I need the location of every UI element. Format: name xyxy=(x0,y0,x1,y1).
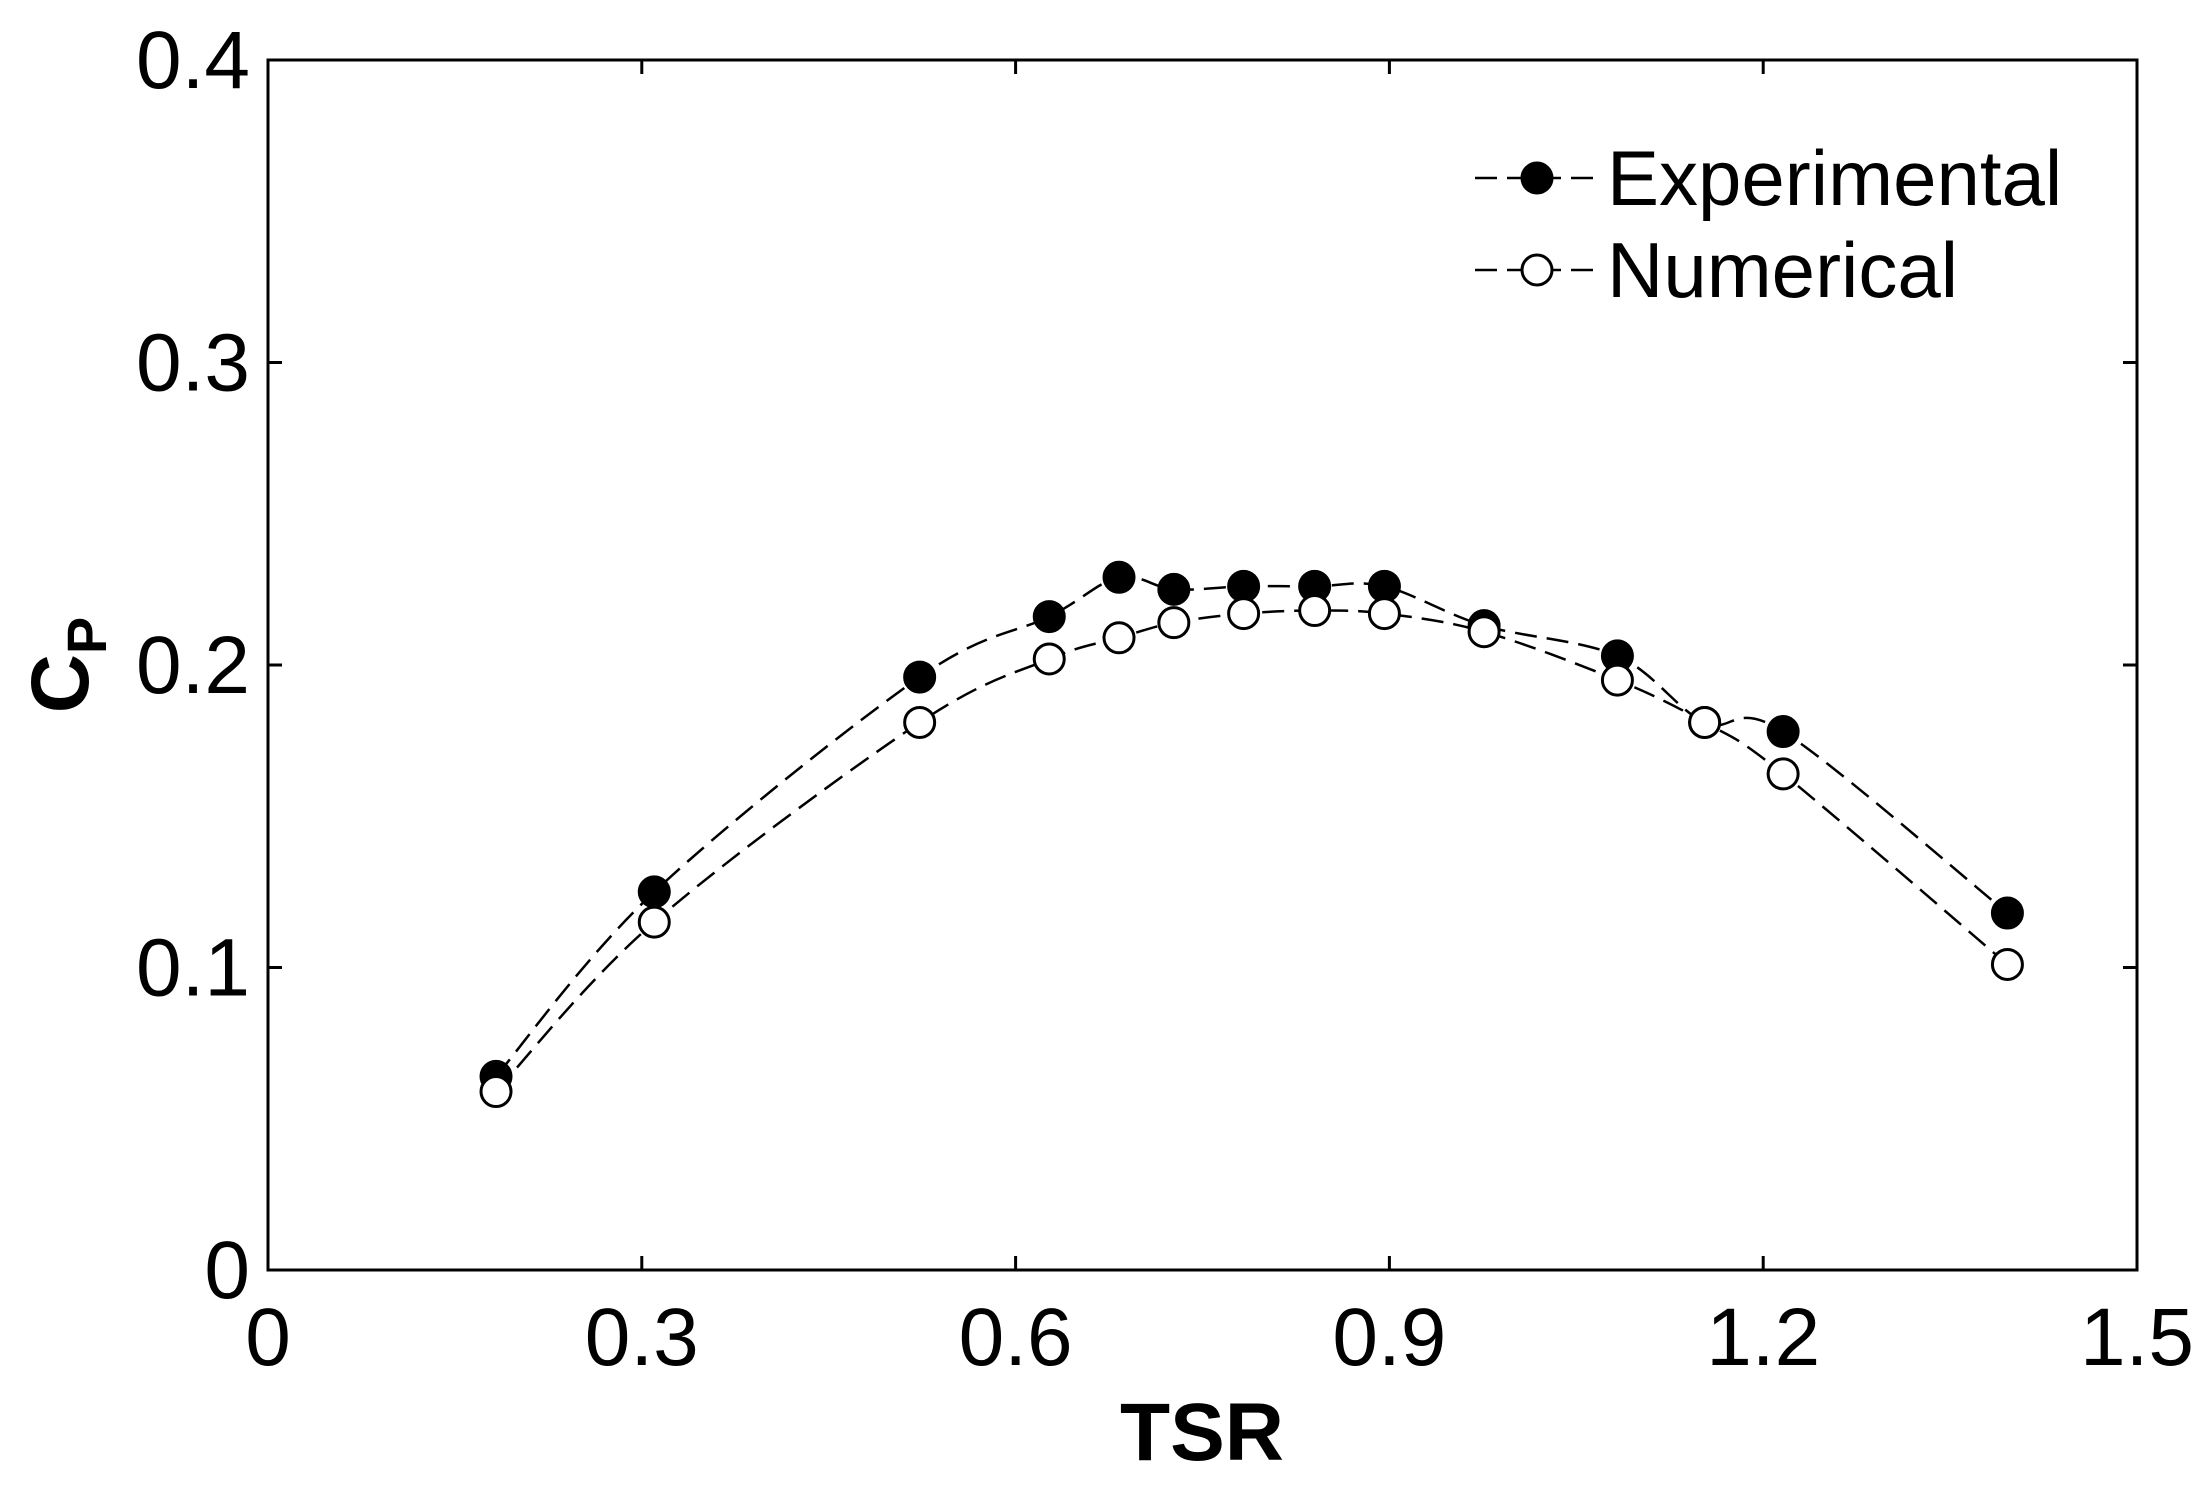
data-point-numerical xyxy=(637,905,671,939)
x-tick-label: 0.3 xyxy=(585,1292,699,1383)
ticks-layer: 0 0.3 0.6 0.9 1.2 1.5 0 0.1 0.2 0.3 0.4 xyxy=(136,15,2194,1383)
legend-marker-numerical xyxy=(1520,253,1554,287)
x-tick-label: 0.9 xyxy=(1332,1292,1446,1383)
series-line-numerical xyxy=(495,609,2009,1093)
data-point-numerical xyxy=(1102,621,1136,655)
data-point-experimental xyxy=(1227,569,1261,603)
data-point-numerical xyxy=(1688,705,1722,739)
data-point-numerical xyxy=(1227,597,1261,631)
y-tick-label: 0.4 xyxy=(136,15,250,106)
data-point-experimental xyxy=(1990,896,2024,930)
data-point-experimental xyxy=(1102,560,1136,594)
data-point-numerical xyxy=(1298,594,1332,628)
data-point-numerical xyxy=(1600,663,1634,697)
svg-text:CP: CP xyxy=(15,617,118,714)
x-tick-label: 1.5 xyxy=(2080,1292,2194,1383)
data-point-numerical xyxy=(1367,597,1401,631)
data-point-numerical xyxy=(1032,642,1066,676)
y-tick-label: 0.1 xyxy=(136,923,250,1014)
x-axis-title: TSR xyxy=(1120,1387,1284,1478)
data-point-numerical xyxy=(903,705,937,739)
data-point-experimental xyxy=(1032,600,1066,634)
y-tick-label: 0 xyxy=(204,1225,250,1316)
series-layer xyxy=(479,560,2024,1109)
x-tick-label: 0 xyxy=(245,1292,291,1383)
y-axis-title-sub: P xyxy=(55,617,118,654)
y-tick-label: 0.3 xyxy=(136,318,250,409)
data-point-experimental xyxy=(903,660,937,694)
data-point-experimental xyxy=(637,875,671,909)
series-line-experimental xyxy=(495,575,2009,1078)
data-point-numerical xyxy=(479,1075,513,1109)
x-tick-label: 1.2 xyxy=(1706,1292,1820,1383)
x-tick-label: 0.6 xyxy=(959,1292,1073,1383)
legend-label-numerical: Numerical xyxy=(1607,226,1958,314)
data-point-numerical xyxy=(1157,606,1191,640)
legend-marker-experimental xyxy=(1520,161,1554,195)
y-tick-label: 0.2 xyxy=(136,620,250,711)
legend-label-experimental: Experimental xyxy=(1607,134,2062,222)
data-point-numerical xyxy=(1990,947,2024,981)
data-point-experimental xyxy=(1766,715,1800,749)
y-axis-title-main: C xyxy=(15,654,106,713)
y-axis-title: CP xyxy=(15,617,118,714)
data-point-experimental xyxy=(1157,572,1191,606)
data-point-numerical xyxy=(1766,757,1800,791)
data-point-experimental xyxy=(1367,569,1401,603)
data-point-numerical xyxy=(1467,615,1501,649)
